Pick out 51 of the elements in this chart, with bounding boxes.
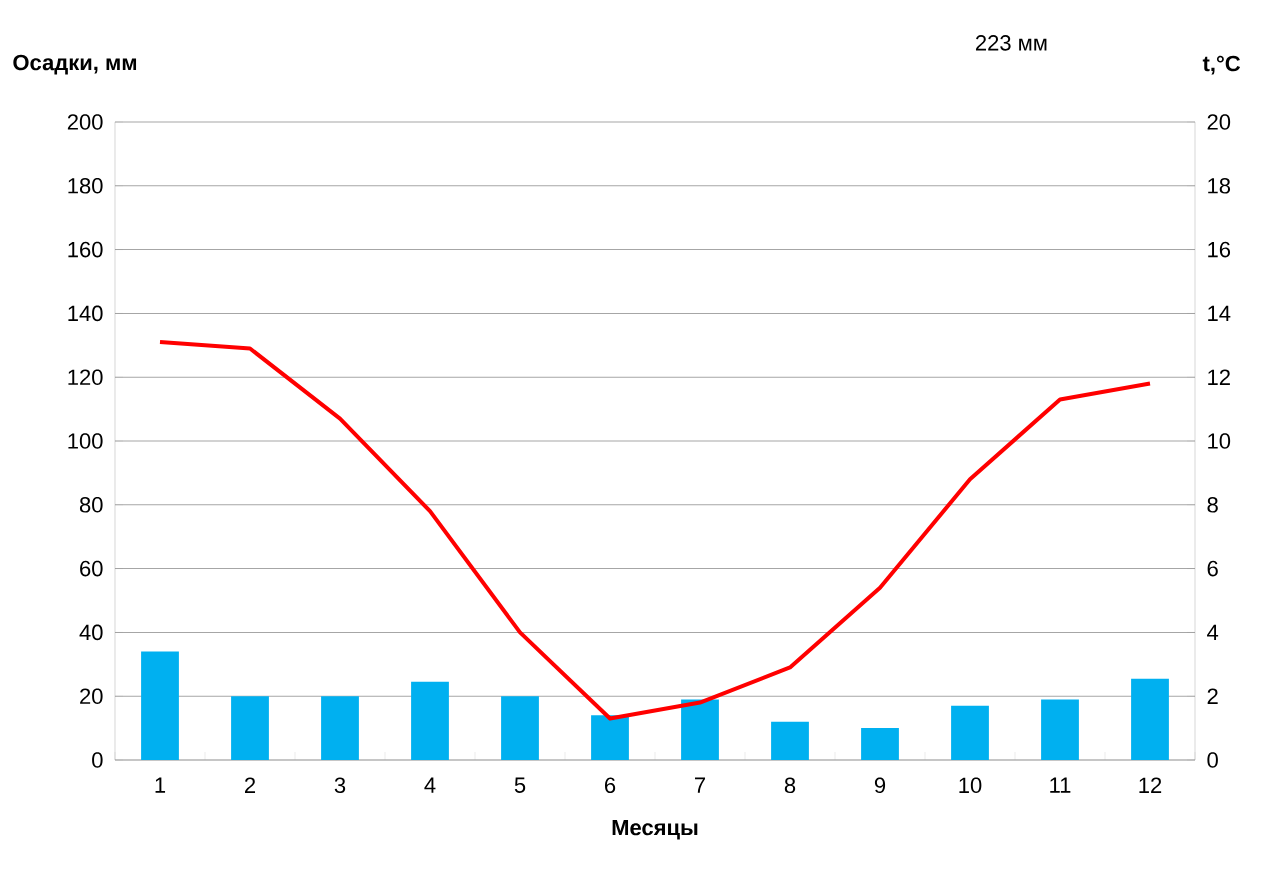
x-tick-label: 1 bbox=[155, 777, 166, 793]
y2-tick-label: 4 bbox=[1207, 624, 1219, 640]
text: 223 мм bbox=[975, 35, 1047, 51]
y-tick-label: 40 bbox=[79, 624, 103, 641]
bar bbox=[591, 715, 629, 760]
bar bbox=[951, 705, 989, 760]
y-tick-label: 0 bbox=[92, 752, 103, 768]
y-tick-label: 160 bbox=[68, 241, 103, 258]
y-tick-label: 20 bbox=[80, 688, 103, 704]
y-tick-label: 140 bbox=[68, 305, 103, 322]
x-tick-label: 6 bbox=[605, 777, 616, 794]
bar bbox=[501, 696, 539, 760]
y2-tick-label: 0 bbox=[1207, 752, 1218, 768]
y-axis-title: Осадки, мм bbox=[13, 54, 137, 75]
y2-tick-label: 8 bbox=[1207, 497, 1218, 513]
bar bbox=[1131, 678, 1169, 760]
bar bbox=[411, 681, 449, 760]
bar bbox=[1041, 699, 1079, 760]
x-tick-label: 2 bbox=[245, 777, 256, 793]
y2-tick-label: 16 bbox=[1208, 241, 1231, 258]
y2-tick-label: 2 bbox=[1207, 688, 1218, 704]
x-tick-label: 8 bbox=[784, 777, 796, 794]
x-tick-label: 5 bbox=[514, 777, 526, 793]
y2-tick-label: 12 bbox=[1208, 369, 1230, 385]
y2-tick-label: 18 bbox=[1208, 178, 1231, 194]
x-tick-label: 11 bbox=[1050, 777, 1071, 793]
x-tick-label: 12 bbox=[1139, 777, 1162, 793]
bar bbox=[771, 721, 809, 760]
x-tick-label: 7 bbox=[695, 777, 706, 793]
y2-tick-label: 14 bbox=[1208, 305, 1231, 321]
x-tick-label: 3 bbox=[334, 777, 346, 794]
y-tick-label: 80 bbox=[79, 497, 103, 513]
x-tick-label: 9 bbox=[874, 777, 886, 794]
y2-tick-label: 20 bbox=[1207, 114, 1231, 130]
x-tick-label: 10 bbox=[959, 777, 982, 794]
y2-tick-label: 6 bbox=[1207, 560, 1218, 577]
y2-tick-label: 10 bbox=[1208, 433, 1231, 449]
bar bbox=[231, 696, 269, 760]
y-tick-label: 60 bbox=[80, 560, 103, 577]
y2-axis-title: t,°C bbox=[1202, 55, 1241, 75]
bar bbox=[141, 651, 179, 760]
y-tick-label: 100 bbox=[68, 433, 103, 449]
line-series bbox=[158, 340, 1152, 721]
y-tick-label: 120 bbox=[68, 369, 103, 385]
x-tick-label: 4 bbox=[424, 777, 436, 793]
y-tick-label: 200 bbox=[67, 114, 103, 130]
bar bbox=[681, 699, 719, 760]
bar bbox=[861, 728, 899, 760]
x-axis-title: Месяцы bbox=[612, 819, 698, 840]
bar bbox=[321, 696, 359, 760]
y-tick-label: 180 bbox=[68, 178, 103, 194]
